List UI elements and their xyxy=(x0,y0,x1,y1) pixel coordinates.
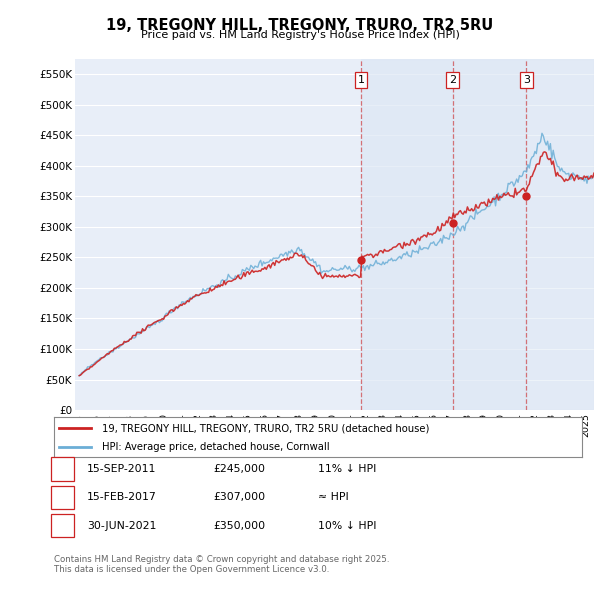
Text: 19, TREGONY HILL, TREGONY, TRURO, TR2 5RU (detached house): 19, TREGONY HILL, TREGONY, TRURO, TR2 5R… xyxy=(101,424,429,434)
Text: 10% ↓ HPI: 10% ↓ HPI xyxy=(318,521,377,530)
Text: 30-JUN-2021: 30-JUN-2021 xyxy=(87,521,157,530)
Text: 2: 2 xyxy=(58,491,67,504)
Text: £350,000: £350,000 xyxy=(213,521,265,530)
Text: 3: 3 xyxy=(58,519,67,532)
Text: 15-FEB-2017: 15-FEB-2017 xyxy=(87,493,157,502)
Text: HPI: Average price, detached house, Cornwall: HPI: Average price, detached house, Corn… xyxy=(101,442,329,452)
Bar xyxy=(526,59,594,410)
Text: 1: 1 xyxy=(58,463,67,476)
Text: 11% ↓ HPI: 11% ↓ HPI xyxy=(318,464,376,474)
Bar xyxy=(361,59,452,410)
Text: ≈ HPI: ≈ HPI xyxy=(318,493,349,502)
Text: 1: 1 xyxy=(358,75,365,85)
Text: 3: 3 xyxy=(523,75,530,85)
Text: 15-SEP-2011: 15-SEP-2011 xyxy=(87,464,157,474)
Text: Price paid vs. HM Land Registry's House Price Index (HPI): Price paid vs. HM Land Registry's House … xyxy=(140,30,460,40)
Text: 19, TREGONY HILL, TREGONY, TRURO, TR2 5RU: 19, TREGONY HILL, TREGONY, TRURO, TR2 5R… xyxy=(106,18,494,32)
Text: £245,000: £245,000 xyxy=(213,464,265,474)
Text: 2: 2 xyxy=(449,75,456,85)
Bar xyxy=(452,59,526,410)
Text: £307,000: £307,000 xyxy=(213,493,265,502)
Text: Contains HM Land Registry data © Crown copyright and database right 2025.
This d: Contains HM Land Registry data © Crown c… xyxy=(54,555,389,574)
